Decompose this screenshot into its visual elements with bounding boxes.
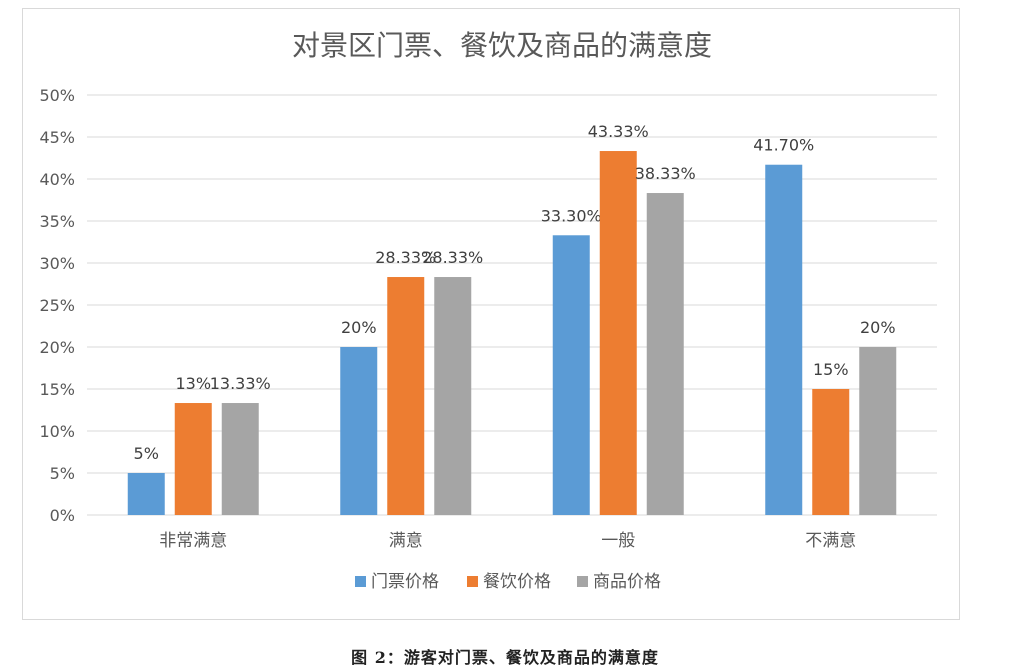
bar bbox=[859, 347, 897, 515]
y-tick-label: 45% bbox=[39, 128, 75, 147]
data-label: 13% bbox=[175, 374, 211, 393]
bar bbox=[387, 277, 425, 515]
bar-chart: 对景区门票、餐饮及商品的满意度 0% 5% 10% 15% 20% 25% 30% 35% 40%… bbox=[39, 29, 937, 592]
data-label: 20% bbox=[860, 318, 896, 337]
data-label: 15% bbox=[813, 360, 849, 379]
data-label: 13.33% bbox=[210, 374, 271, 393]
x-tick-label: 一般 bbox=[601, 531, 635, 551]
legend-swatch bbox=[467, 576, 478, 587]
y-tick-label: 25% bbox=[39, 296, 75, 315]
y-tick-label: 20% bbox=[39, 338, 75, 357]
legend-swatch bbox=[355, 576, 366, 587]
bar bbox=[812, 389, 850, 515]
y-tick-label: 30% bbox=[39, 254, 75, 273]
legend-label: 商品价格 bbox=[593, 572, 661, 592]
data-label: 43.33% bbox=[588, 122, 649, 141]
bar bbox=[174, 403, 212, 515]
y-tick-label: 50% bbox=[39, 86, 75, 105]
data-label: 41.70% bbox=[753, 136, 814, 155]
y-tick-label: 10% bbox=[39, 422, 75, 441]
data-label: 38.33% bbox=[635, 164, 696, 183]
bar bbox=[765, 164, 803, 515]
legend-label: 门票价格 bbox=[371, 572, 439, 592]
bar bbox=[340, 347, 378, 515]
bar bbox=[646, 193, 684, 515]
figure-caption: 图 2：游客对门票、餐饮及商品的满意度 bbox=[351, 648, 659, 667]
legend-label: 餐饮价格 bbox=[483, 572, 551, 592]
x-tick-label: 非常满意 bbox=[159, 531, 227, 551]
y-tick-label: 5% bbox=[50, 464, 75, 483]
data-label: 33.30% bbox=[541, 206, 602, 225]
x-tick-label: 不满意 bbox=[805, 531, 856, 551]
bar bbox=[552, 235, 590, 515]
bar bbox=[221, 403, 259, 515]
y-tick-label: 15% bbox=[39, 380, 75, 399]
bar bbox=[434, 277, 472, 515]
y-tick-label: 0% bbox=[50, 506, 75, 525]
data-label: 20% bbox=[341, 318, 377, 337]
data-label: 28.33% bbox=[375, 248, 436, 267]
y-tick-label: 35% bbox=[39, 212, 75, 231]
x-tick-label: 满意 bbox=[389, 531, 423, 551]
bar bbox=[127, 473, 165, 515]
y-tick-label: 40% bbox=[39, 170, 75, 189]
data-label: 28.33% bbox=[422, 248, 483, 267]
data-label: 5% bbox=[134, 444, 159, 463]
bar bbox=[599, 151, 637, 515]
chart-frame: 对景区门票、餐饮及商品的满意度 0% 5% 10% 15% 20% 25% 30% 35% 40%… bbox=[22, 8, 960, 620]
legend-swatch bbox=[577, 576, 588, 587]
chart-title: 对景区门票、餐饮及商品的满意度 bbox=[292, 29, 712, 62]
